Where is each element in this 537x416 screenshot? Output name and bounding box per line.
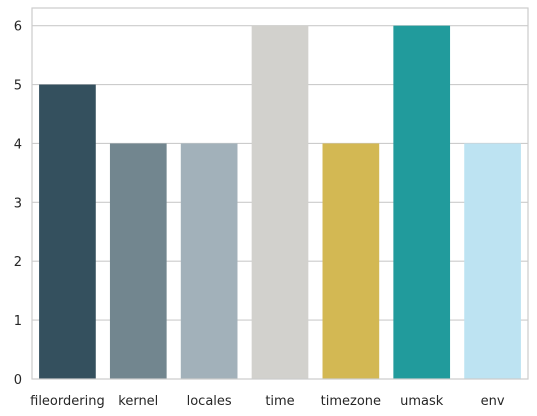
y-tick-label: 3 [14, 196, 22, 211]
y-tick-label: 0 [14, 373, 22, 388]
x-tick-labels: fileordering kernel locales time timezone uma… [30, 394, 505, 409]
bar-locales [180, 143, 238, 379]
x-tick-label: kernel [118, 394, 158, 409]
x-tick-label: timezone [321, 394, 381, 409]
bar-kernel [109, 143, 167, 379]
x-tick-label: time [265, 394, 294, 409]
bar-time [251, 25, 309, 380]
bar-env [464, 143, 521, 379]
x-tick-label: env [481, 394, 505, 409]
y-tick-label: 1 [14, 314, 22, 329]
x-tick-label: fileordering [30, 394, 105, 409]
y-tick-labels: 0 1 2 3 4 5 6 [14, 20, 22, 388]
y-tick-label: 6 [14, 20, 22, 35]
y-tick-label: 4 [14, 137, 22, 152]
bar-timezone [322, 143, 380, 379]
y-tick-label: 5 [14, 79, 22, 94]
bar-umask [393, 25, 451, 380]
x-tick-label: locales [187, 394, 232, 409]
plot-frame [31, 7, 529, 380]
x-tick-label: umask [400, 394, 444, 409]
y-tick-label: 2 [14, 255, 22, 270]
bars [39, 25, 521, 380]
bar-fileordering [39, 84, 96, 380]
